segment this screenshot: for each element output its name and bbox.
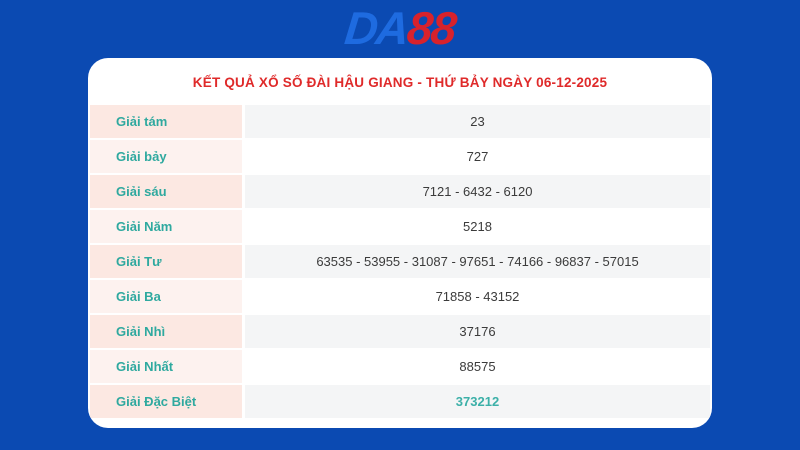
prize-label: Giải Đặc Biệt <box>90 385 242 418</box>
table-row-special-prize: Giải Đặc Biệt 373212 <box>90 385 710 418</box>
results-card: KẾT QUẢ XỔ SỐ ĐÀI HẬU GIANG - THỨ BẢY NG… <box>88 58 712 428</box>
table-row: Giải Năm 5218 <box>90 210 710 243</box>
table-row: Giải Tư 63535 - 53955 - 31087 - 97651 - … <box>90 245 710 278</box>
table-row: Giải Nhất 88575 <box>90 350 710 383</box>
da88-logo-text: DA88 <box>342 2 458 54</box>
prize-value: 23 <box>245 105 710 138</box>
prize-value: 71858 - 43152 <box>245 280 710 313</box>
prize-value: 37176 <box>245 315 710 348</box>
prize-value: 727 <box>245 140 710 173</box>
logo-da-part: DA <box>342 2 411 54</box>
results-table: Giải tám 23 Giải bảy 727 Giải sáu 7121 -… <box>90 105 710 420</box>
prize-value: 5218 <box>245 210 710 243</box>
prize-label: Giải Nhì <box>90 315 242 348</box>
prize-label: Giải bảy <box>90 140 242 173</box>
prize-label: Giải Năm <box>90 210 242 243</box>
prize-label: Giải tám <box>90 105 242 138</box>
logo-88-part: 88 <box>404 2 458 54</box>
prize-label: Giải Ba <box>90 280 242 313</box>
prize-value-special: 373212 <box>245 385 710 418</box>
results-title: KẾT QUẢ XỔ SỐ ĐÀI HẬU GIANG - THỨ BẢY NG… <box>192 75 608 90</box>
prize-value: 63535 - 53955 - 31087 - 97651 - 74166 - … <box>245 245 710 278</box>
da88-logo[interactable]: DA88 <box>0 0 800 56</box>
table-row: Giải sáu 7121 - 6432 - 6120 <box>90 175 710 208</box>
prize-label: Giải sáu <box>90 175 242 208</box>
prize-value: 7121 - 6432 - 6120 <box>245 175 710 208</box>
prize-label: Giải Tư <box>90 245 242 278</box>
table-row: Giải tám 23 <box>90 105 710 138</box>
table-row: Giải Ba 71858 - 43152 <box>90 280 710 313</box>
prize-label: Giải Nhất <box>90 350 242 383</box>
table-row: Giải bảy 727 <box>90 140 710 173</box>
table-row: Giải Nhì 37176 <box>90 315 710 348</box>
prize-value: 88575 <box>245 350 710 383</box>
